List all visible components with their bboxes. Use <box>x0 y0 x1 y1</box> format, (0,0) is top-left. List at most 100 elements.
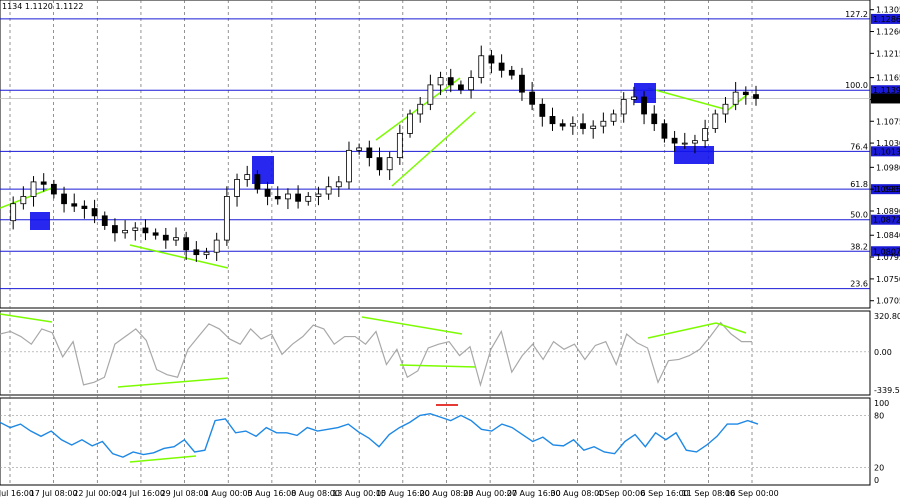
fib-level-pct: 23.6 <box>850 280 868 289</box>
candle-body <box>305 196 312 202</box>
candle-body <box>641 96 647 115</box>
candle-body <box>529 91 536 105</box>
x-tick-label: 13 Aug 00:00 <box>332 489 386 498</box>
candle-body <box>10 203 17 222</box>
y-tick-label: 1.1215 <box>876 49 900 58</box>
cci-divergence-line <box>361 316 463 335</box>
candle-body <box>193 249 200 256</box>
candle-body <box>661 123 668 139</box>
candle-body <box>488 55 495 64</box>
candle-body <box>722 103 729 115</box>
fib-price-badge <box>871 13 900 24</box>
candle-body <box>112 225 118 234</box>
x-tick-label: 4 Sep 00:00 <box>597 489 645 498</box>
fib-level-pct: 38.2 <box>850 242 868 251</box>
candle-body <box>386 157 393 171</box>
x-tick-label: 22 Jul 00:00 <box>73 489 121 498</box>
x-tick-label: 15 Aug 16:00 <box>376 489 430 498</box>
price-axis: 1.1305 1.1260 1.1215 1.1165 1.1120 1.1075 1.10… <box>870 6 900 485</box>
candle-body <box>162 234 169 241</box>
fib-price-badge <box>871 146 900 157</box>
price-candles <box>10 45 759 262</box>
candle-body <box>264 188 271 197</box>
candle-body <box>508 69 515 76</box>
candle-body <box>81 205 88 209</box>
fib-price-badge <box>871 214 900 225</box>
ohlc-header: 1134 1.1120 1.1122 <box>2 2 83 11</box>
signal-box <box>634 83 656 103</box>
rsi-tick-label: 80 <box>874 411 884 420</box>
candle-body <box>417 103 424 115</box>
x-tick-label: 27 Aug 16:00 <box>507 489 561 498</box>
y-tick-label: 1.0795 <box>876 253 900 262</box>
y-tick-label: 1.0890 <box>876 207 900 216</box>
fib-level-pct: 61.8 <box>850 180 868 189</box>
x-tick-label: 12 Jul 16:00 <box>0 489 34 498</box>
candle-body <box>620 99 627 115</box>
candle-body <box>600 120 607 127</box>
fib-price-label: 1.1286 <box>873 15 900 24</box>
cci-line <box>0 321 752 388</box>
cci-divergence-line <box>117 377 229 388</box>
pattern-line <box>647 87 729 111</box>
x-tick-label: 24 Jul 16:00 <box>117 489 165 498</box>
current-price-label: 1.1122 <box>873 94 900 103</box>
candle-body <box>30 181 37 197</box>
rsi-tick-label: 20 <box>874 464 884 473</box>
fib-price-badge <box>871 85 900 96</box>
x-tick-label: 8 Aug 08:00 <box>291 489 340 498</box>
candle-body <box>325 186 332 195</box>
pattern-line <box>129 244 229 269</box>
candle-body <box>396 132 403 159</box>
candle-body <box>447 77 454 86</box>
panel-frame <box>0 310 871 396</box>
y-tick-label: 1.1120 <box>876 95 900 104</box>
candle-body <box>285 193 291 200</box>
vertical-grid <box>9 0 753 485</box>
candle-body <box>580 123 586 129</box>
oscillator-lines <box>0 313 870 468</box>
candle-body <box>213 239 220 253</box>
candle-body <box>61 193 67 205</box>
candle-body <box>478 55 485 79</box>
fib-price-label: 1.0807 <box>873 247 900 256</box>
fib-price-label: 1.0935 <box>873 185 900 194</box>
fib-price-label: 1.0872 <box>873 216 900 225</box>
y-tick-label: 1.1260 <box>876 28 900 37</box>
cci-tick-label: 0.00 <box>874 348 892 357</box>
candle-body <box>539 103 546 117</box>
fib-level-pct: 50.0 <box>850 211 868 220</box>
candle-body <box>254 174 261 190</box>
fib-level-pct: 76.4 <box>850 142 868 151</box>
candle-body <box>346 149 352 183</box>
candle-body <box>132 227 139 231</box>
rsi-divergence-line <box>129 455 197 463</box>
candle-body <box>681 142 688 145</box>
x-tick-label: 20 Aug 08:00 <box>419 489 473 498</box>
candle-body <box>753 94 759 99</box>
candle-body <box>335 181 342 188</box>
panel-frames <box>0 0 871 486</box>
candle-body <box>101 215 108 226</box>
candle-body <box>590 125 597 129</box>
candle-body <box>702 128 709 142</box>
y-tick-label: 1.1165 <box>876 74 900 83</box>
candle-body <box>295 193 301 202</box>
candle-body <box>356 147 363 151</box>
x-tick-label: 6 Sep 16:00 <box>641 489 689 498</box>
candle-body <box>122 229 129 234</box>
x-tick-label: 29 Jul 08:00 <box>161 489 209 498</box>
y-tick-label: 1.0840 <box>876 231 900 240</box>
y-tick-label: 1.0750 <box>876 275 900 284</box>
candle-body <box>376 157 383 171</box>
candle-body <box>549 116 556 125</box>
panel-frame <box>0 397 871 486</box>
candle-body <box>610 113 617 122</box>
cci-divergence-line <box>0 313 53 323</box>
y-tick-label: 1.0935 <box>876 185 900 194</box>
signal-box <box>30 212 50 230</box>
candle-body <box>569 123 576 127</box>
candle-body <box>142 227 149 234</box>
candle-body <box>732 91 739 105</box>
